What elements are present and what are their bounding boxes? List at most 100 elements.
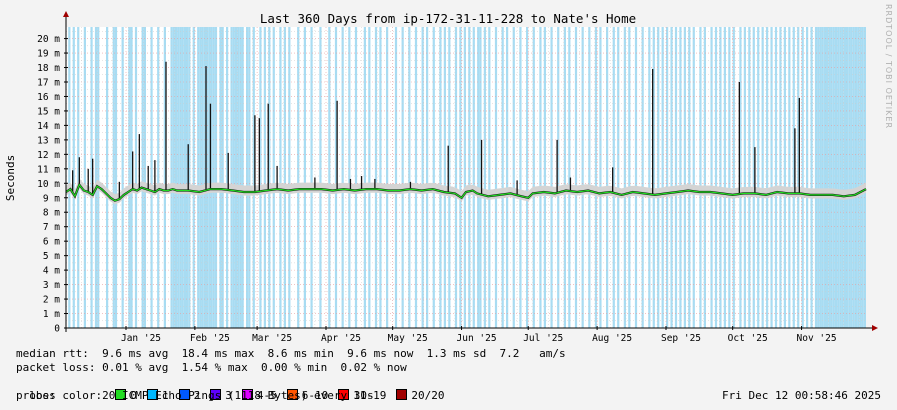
loss-band xyxy=(454,27,458,328)
loss-band xyxy=(303,27,306,328)
loss-band xyxy=(783,27,786,328)
y-tick-label: 4 m xyxy=(43,266,60,277)
loss-band xyxy=(201,27,204,328)
loss-band xyxy=(859,27,862,328)
loss-band xyxy=(328,27,331,328)
y-tick-label: 13 m xyxy=(37,135,60,146)
loss-band xyxy=(792,27,795,328)
loss-band xyxy=(174,27,178,328)
loss-band xyxy=(846,27,849,328)
loss-band xyxy=(634,27,638,328)
loss-color-item: 6-10 xyxy=(286,389,329,402)
loss-color-swatch xyxy=(146,389,158,400)
loss-band xyxy=(766,27,769,328)
loss-band xyxy=(134,27,138,328)
loss-band xyxy=(263,27,266,328)
loss-band xyxy=(374,27,378,328)
loss-band xyxy=(801,27,804,328)
timestamp: Fri Dec 12 00:58:46 2025 xyxy=(722,389,881,402)
loss-band xyxy=(479,27,482,328)
y-tick-label: 10 m xyxy=(37,179,60,190)
y-tick-label: 11 m xyxy=(37,164,60,175)
loss-band xyxy=(854,27,858,328)
loss-band xyxy=(628,27,631,328)
loss-band xyxy=(426,27,429,328)
loss-band xyxy=(501,27,504,328)
loss-band xyxy=(341,27,344,328)
y-tick-label: 15 m xyxy=(37,106,60,117)
loss-band xyxy=(852,27,855,328)
x-tick-label: May '25 xyxy=(388,333,428,344)
loss-band xyxy=(539,27,542,328)
loss-band xyxy=(226,27,229,328)
loss-band xyxy=(106,27,109,328)
loss-band xyxy=(661,27,664,328)
loss-band xyxy=(239,27,242,328)
x-tick-labels: Jan '25 Feb '25 Mar '25 Apr '25 May '25 Jun '… xyxy=(121,326,837,344)
x-tick-label: Jul '25 xyxy=(523,333,563,344)
loss-band xyxy=(363,27,366,328)
loss-color-legend: loss color: 0 1 2 3 4-5 6-10 11-19 20/20 xyxy=(16,375,454,403)
loss-band xyxy=(112,27,115,328)
loss-band xyxy=(354,27,358,328)
x-tick-label: Jan '25 xyxy=(121,333,161,344)
loss-band xyxy=(188,27,191,328)
loss-band xyxy=(319,27,322,328)
loss-color-swatch xyxy=(210,389,222,400)
loss-band xyxy=(246,27,249,328)
y-tick-label: 7 m xyxy=(43,222,60,233)
x-tick-label: Aug '25 xyxy=(592,333,632,344)
y-axis-arrow xyxy=(63,11,69,17)
loss-band xyxy=(248,27,251,328)
loss-band xyxy=(432,27,435,328)
loss-band xyxy=(448,27,451,328)
loss-band xyxy=(177,27,180,328)
x-tick-label: Nov '25 xyxy=(797,333,837,344)
loss-band xyxy=(230,27,233,328)
loss-band xyxy=(268,27,271,328)
loss-band xyxy=(477,27,480,328)
loss-band xyxy=(752,27,755,328)
loss-band xyxy=(379,27,382,328)
loss-band xyxy=(828,27,831,328)
loss-color-value: 6-10 xyxy=(301,389,329,402)
loss-band xyxy=(683,27,686,328)
loss-band xyxy=(334,27,338,328)
loss-band xyxy=(83,27,86,328)
loss-band xyxy=(439,27,442,328)
loss-band xyxy=(386,27,389,328)
loss-color-item: 4-5 xyxy=(241,389,277,402)
loss-band xyxy=(550,27,553,328)
loss-color-item: 0 xyxy=(115,389,137,402)
x-tick-label: Mar '25 xyxy=(252,333,292,344)
loss-band xyxy=(494,27,498,328)
loss-band xyxy=(757,27,760,328)
loss-band xyxy=(543,27,546,328)
loss-band xyxy=(192,27,195,328)
loss-color-item: 1 xyxy=(146,389,169,402)
loss-band xyxy=(841,27,844,328)
loss-band xyxy=(219,27,222,328)
loss-band xyxy=(732,27,735,328)
loss-color-value: 3 xyxy=(225,389,232,402)
x-tick-label: Jun '25 xyxy=(457,333,497,344)
loss-band xyxy=(206,27,209,328)
loss-band xyxy=(834,27,838,328)
loss-color-swatch xyxy=(338,389,350,400)
loss-band xyxy=(848,27,851,328)
axes xyxy=(63,11,878,332)
loss-band xyxy=(443,27,446,328)
loss-band xyxy=(214,27,218,328)
loss-band xyxy=(563,27,566,328)
loss-band xyxy=(186,27,189,328)
loss-band xyxy=(797,27,800,328)
loss-band xyxy=(414,27,418,328)
loss-band xyxy=(670,27,673,328)
loss-band xyxy=(472,27,475,328)
loss-band xyxy=(606,27,609,328)
loss-band xyxy=(272,27,275,328)
loss-band xyxy=(770,27,773,328)
packet-loss-stats: packet loss: 0.01 % avg 1.54 % max 0.00 … xyxy=(16,361,407,374)
loss-band xyxy=(679,27,682,328)
